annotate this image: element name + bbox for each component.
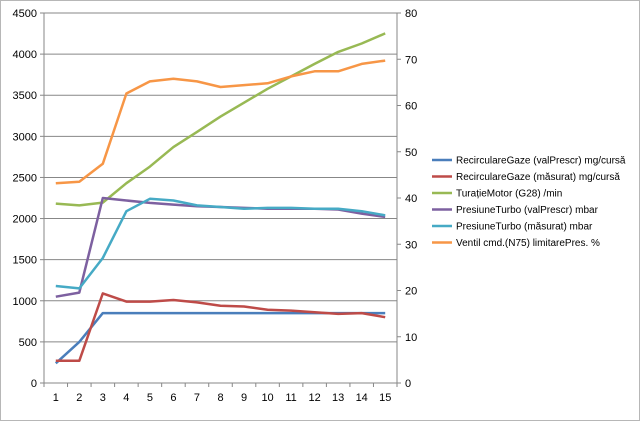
legend: RecirculareGaze (valPrescr) mg/cursă Reci…	[432, 156, 626, 249]
left-tick-label: 0	[31, 378, 37, 390]
legend-entry: PresiuneTurbo (valPrescr) mbar	[456, 205, 599, 216]
legend-entry: PresiuneTurbo (măsurat) mbar	[456, 222, 593, 233]
left-tick-label: 4500	[13, 8, 37, 20]
x-tick-label: 14	[356, 392, 368, 404]
series-line	[55, 197, 386, 290]
x-tick-label: 6	[170, 392, 176, 404]
series-line	[55, 59, 386, 185]
left-tick-label: 3500	[13, 90, 37, 102]
series-line	[54, 311, 386, 365]
series-line	[55, 32, 386, 207]
legend-entry: TurațieMotor (G28) /min	[456, 189, 562, 200]
left-tick-label: 4000	[13, 49, 37, 61]
x-tick-label: 3	[100, 392, 106, 404]
x-tick-label: 11	[285, 392, 296, 404]
x-tick-label: 7	[194, 392, 200, 404]
right-tick-label: 0	[405, 378, 411, 390]
left-tick-label: 2500	[13, 172, 37, 184]
left-tick-label: 1500	[13, 255, 37, 267]
left-axis-ticks: 0 500 1000 1500 2000 2500 3000 3500 4000 4500	[13, 8, 37, 390]
series	[54, 32, 386, 365]
x-tick-label: 1	[53, 392, 59, 404]
left-tick-label: 500	[19, 337, 37, 349]
x-tick-label: 10	[261, 392, 273, 404]
series-line	[55, 292, 386, 363]
x-tick-label: 2	[76, 392, 82, 404]
axes	[40, 12, 401, 387]
left-tick-label: 1000	[13, 296, 37, 308]
right-tick-label: 20	[405, 286, 417, 298]
right-tick-label: 10	[405, 332, 417, 344]
x-tick-label: 8	[217, 392, 223, 404]
x-axis-ticks: 1 2 3 4 5 6 7 8 9 10 11 12 13 14 15	[53, 392, 392, 404]
right-axis-ticks: 0 10 20 30 40 50 60 70 80	[405, 8, 417, 390]
x-tick-label: 4	[123, 392, 129, 404]
legend-entry: RecirculareGaze (măsurat) mg/cursă	[456, 172, 620, 183]
right-tick-label: 40	[405, 193, 417, 205]
x-tick-label: 15	[379, 392, 391, 404]
x-tick-label: 12	[309, 392, 321, 404]
right-tick-label: 80	[405, 8, 417, 20]
right-tick-label: 60	[405, 101, 417, 113]
x-tick-label: 9	[241, 392, 247, 404]
right-tick-label: 70	[405, 54, 417, 66]
legend-entry: RecirculareGaze (valPrescr) mg/cursă	[456, 156, 626, 167]
x-tick-label: 13	[332, 392, 344, 404]
right-tick-label: 50	[405, 147, 417, 159]
right-tick-label: 30	[405, 239, 417, 251]
series-line	[55, 196, 386, 298]
left-tick-label: 3000	[13, 131, 37, 143]
x-tick-label: 5	[147, 392, 153, 404]
left-tick-label: 2000	[13, 214, 37, 226]
legend-entry: Ventil cmd.(N75) limitarePres. %	[456, 238, 600, 249]
